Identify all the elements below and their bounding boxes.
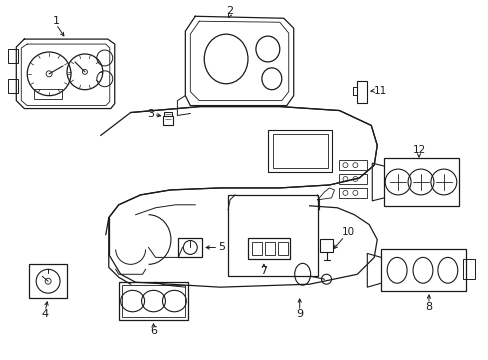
Bar	[272, 134, 327, 168]
Bar	[357, 81, 366, 103]
Text: 1: 1	[53, 16, 60, 26]
Bar	[8, 49, 18, 63]
Bar	[339, 160, 366, 170]
Bar	[384, 158, 458, 206]
Bar	[8, 79, 18, 93]
Text: 7: 7	[260, 266, 267, 276]
Bar	[277, 242, 287, 255]
Bar	[339, 188, 366, 198]
Bar	[339, 174, 366, 184]
Bar	[462, 260, 474, 279]
Bar	[264, 242, 274, 255]
Bar	[251, 242, 262, 255]
Bar	[34, 89, 62, 99]
Bar	[178, 238, 202, 257]
Bar	[163, 117, 173, 125]
Text: 8: 8	[425, 302, 431, 312]
Text: 6: 6	[150, 326, 157, 336]
Bar	[29, 264, 67, 298]
Text: 10: 10	[341, 226, 354, 237]
Text: 3: 3	[147, 108, 154, 118]
Bar	[247, 238, 289, 260]
Text: 4: 4	[41, 309, 49, 319]
Bar	[381, 249, 465, 291]
Text: 2: 2	[226, 6, 233, 16]
Text: 11: 11	[373, 86, 386, 96]
Bar	[267, 130, 332, 172]
Bar	[227, 195, 317, 276]
Text: 12: 12	[411, 145, 425, 155]
Text: 9: 9	[296, 309, 303, 319]
Bar	[319, 239, 333, 252]
Text: 5: 5	[218, 243, 224, 252]
Bar	[119, 282, 188, 320]
Bar	[122, 285, 185, 317]
